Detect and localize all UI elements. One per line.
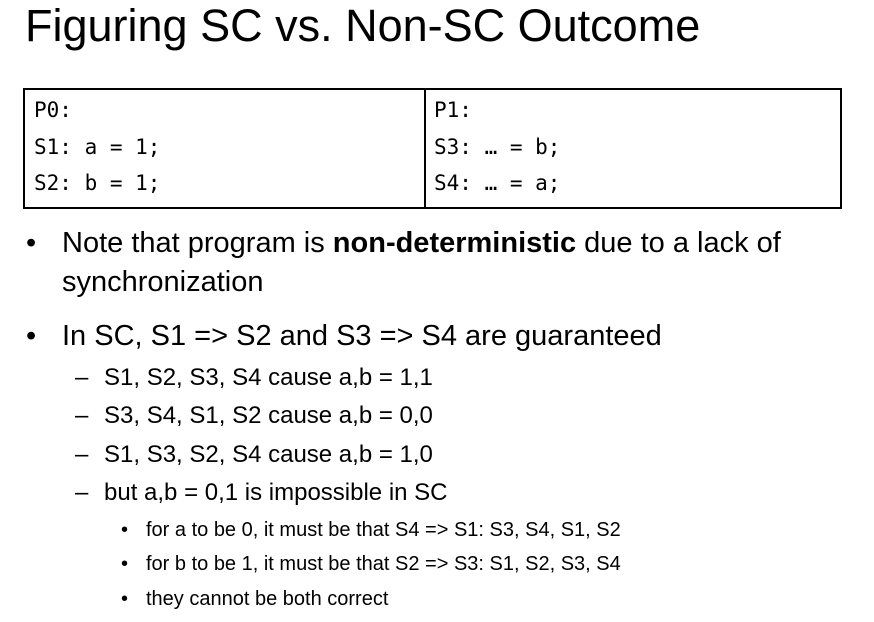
- text-part: due to a lack of: [576, 227, 781, 259]
- bullet-text: synchronization: [62, 266, 264, 298]
- dash: –: [75, 441, 89, 468]
- bold-text: non-deterministic: [332, 227, 577, 259]
- sub-item: S1, S3, S2, S4 cause a,b = 1,0: [104, 441, 433, 468]
- title: Figuring SC vs. Non-SC Outcome: [25, 0, 701, 51]
- cell: S4: … = a;: [434, 171, 561, 195]
- dash: –: [75, 479, 89, 506]
- bullet-dot: •: [26, 227, 37, 259]
- sub-item: S1, S2, S3, S4 cause a,b = 1,1: [104, 364, 433, 391]
- cell: P0:: [34, 98, 72, 122]
- small-dot: •: [121, 588, 129, 610]
- sub-item: but a,b = 0,1 is impossible in SC: [104, 479, 448, 506]
- bullet-text: In SC, S1 => S2 and S3 => S4 are guarant…: [62, 320, 662, 352]
- small-dot: •: [121, 519, 129, 541]
- sub-sub-item: they cannot be both correct: [146, 588, 389, 610]
- cell: S3: … = b;: [434, 135, 561, 159]
- text-part: Note that program is: [62, 227, 333, 259]
- bullet-dot: •: [26, 320, 37, 352]
- table-divider: [424, 88, 426, 209]
- dash: –: [75, 402, 89, 429]
- sub-sub-item: for a to be 0, it must be that S4 => S1:…: [146, 519, 621, 541]
- cell: S2: b = 1;: [34, 171, 161, 195]
- small-dot: •: [121, 553, 129, 575]
- cell: S1: a = 1;: [34, 135, 161, 159]
- sub-sub-item: for b to be 1, it must be that S2 => S3:…: [146, 553, 621, 575]
- cell: P1:: [434, 98, 472, 122]
- code-table: [23, 88, 842, 209]
- bullet-text: Note that program is non-deterministic d…: [62, 226, 781, 260]
- dash: –: [75, 364, 89, 391]
- sub-item: S3, S4, S1, S2 cause a,b = 0,0: [104, 402, 433, 429]
